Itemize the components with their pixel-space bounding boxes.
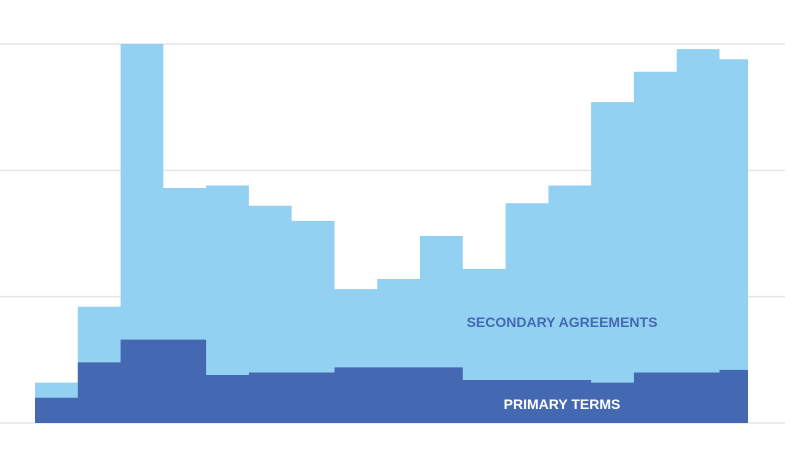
series-label-primary-terms: PRIMARY TERMS	[504, 396, 621, 412]
area-series-group	[35, 44, 748, 423]
area-secondary-agreements	[35, 44, 748, 423]
series-label-secondary-agreements: SECONDARY AGREEMENTS	[467, 314, 658, 330]
area-primary-terms	[35, 339, 748, 423]
